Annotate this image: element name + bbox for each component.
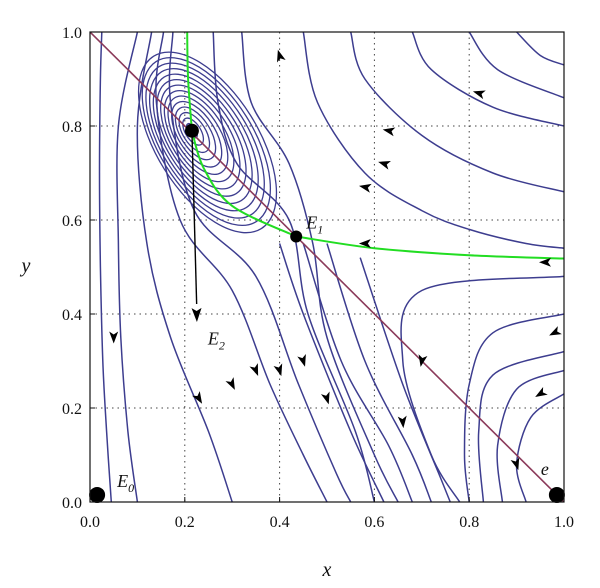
trajectories: [98, 32, 564, 502]
flow-arrowhead: [397, 415, 407, 429]
separatrix-curve: [296, 235, 564, 260]
equilibrium-point: [548, 486, 565, 503]
trajectory-curve: [302, 32, 564, 249]
axis-ticks: 0.0 0.2 0.4 0.6 0.8 1.0 0.0 0.2 0.4 0.6 0.8 1.0: [62, 25, 574, 531]
flow-arrowhead: [472, 90, 486, 100]
x-tick-label: 0.4: [270, 514, 290, 531]
trajectory-curve: [326, 243, 432, 502]
x-tick-label: 1.0: [554, 514, 574, 531]
trajectory-curve: [477, 350, 564, 502]
spiral-orbit: [178, 111, 211, 154]
trajectory-curve: [349, 32, 564, 193]
flow-arrowhead: [249, 363, 259, 376]
eigen-direction: [191, 130, 202, 322]
x-axis-label: x: [322, 559, 332, 581]
equilibrium-label-subscript: 1: [317, 222, 323, 236]
x-tick-label: 0.0: [80, 514, 100, 531]
equilibrium-label-subscript: 0: [128, 481, 134, 495]
spiral-orbit: [182, 117, 205, 146]
plot-frame: [89, 31, 565, 503]
y-tick-label: 0.0: [62, 495, 82, 512]
trajectory-curve: [136, 32, 233, 502]
trajectory-curve: [463, 313, 564, 502]
flow-arrowhead: [510, 457, 520, 471]
flow-arrowhead: [549, 326, 562, 336]
spiral-orbit: [141, 56, 272, 227]
y-tick-label: 0.2: [62, 401, 82, 418]
trajectory-curve: [302, 243, 413, 502]
flow-arrowhead: [378, 161, 391, 170]
flow-arrowhead: [539, 257, 551, 267]
spiral-orbit: [152, 73, 253, 205]
flow-arrowhead: [382, 127, 396, 137]
trajectory-curve: [468, 32, 564, 99]
eigen-arrow-head: [191, 307, 202, 322]
spiral-orbit: [137, 51, 278, 234]
trajectory-curve: [240, 32, 399, 502]
trajectory-curve: [278, 243, 385, 502]
trajectory-curve: [116, 32, 139, 502]
equilibrium-point: [89, 486, 106, 503]
spiral-orbit: [167, 95, 229, 175]
equilibrium-point: [184, 123, 199, 138]
plot-area: [90, 32, 564, 502]
flow-arrowhead: [359, 183, 372, 193]
isocline-line: [90, 32, 564, 502]
spiral-orbit: [156, 78, 247, 197]
y-tick-label: 0.8: [62, 119, 82, 136]
trajectory-curve: [516, 32, 564, 66]
separatrix-curve: [186, 32, 193, 131]
flow-arrowhead: [358, 239, 371, 248]
separatrix-curve: [190, 130, 297, 238]
trajectory-curve: [496, 369, 564, 502]
flow-arrowhead: [273, 363, 283, 377]
flow-arrowhead: [192, 391, 203, 404]
y-tick-label: 0.6: [62, 213, 82, 230]
x-tick-label: 0.6: [364, 514, 384, 531]
spiral-orbit: [174, 106, 217, 161]
flow-arrowhead: [277, 49, 286, 63]
flow-arrowhead: [225, 377, 235, 390]
trajectory-curve: [515, 393, 564, 502]
eigen-arrow-shaft: [191, 130, 198, 305]
y-axis-label: y: [20, 255, 31, 277]
equilibrium-label-subscript: 2: [219, 339, 225, 353]
y-tick-label: 1.0: [62, 25, 82, 42]
x-tick-label: 0.2: [175, 514, 195, 531]
spiral-orbit: [148, 67, 259, 212]
trajectory-curve: [359, 257, 451, 502]
spiral-orbit: [171, 100, 223, 168]
flow-arrowhead: [320, 391, 330, 405]
flow-arrowhead: [535, 386, 548, 397]
equilibrium-label: e: [541, 459, 549, 479]
y-tick-label: 0.4: [62, 307, 82, 324]
trajectory-curve: [411, 32, 564, 127]
spiral-orbit: [145, 62, 265, 219]
spiral-orbit: [160, 84, 241, 190]
flow-arrows: [109, 49, 562, 471]
separatrix: [186, 32, 564, 260]
trajectory-curve: [212, 32, 376, 502]
trajectory-curve: [400, 275, 564, 502]
flow-arrowhead: [418, 354, 428, 367]
flow-arrowhead: [109, 331, 119, 344]
flow-arrowhead: [297, 353, 306, 367]
spiral-orbit: [163, 89, 235, 183]
x-tick-label: 0.8: [459, 514, 479, 531]
grid-lines: [90, 32, 564, 502]
equilibrium-point: [290, 230, 303, 243]
isocline: [90, 32, 564, 502]
trajectory-curve: [98, 32, 113, 502]
